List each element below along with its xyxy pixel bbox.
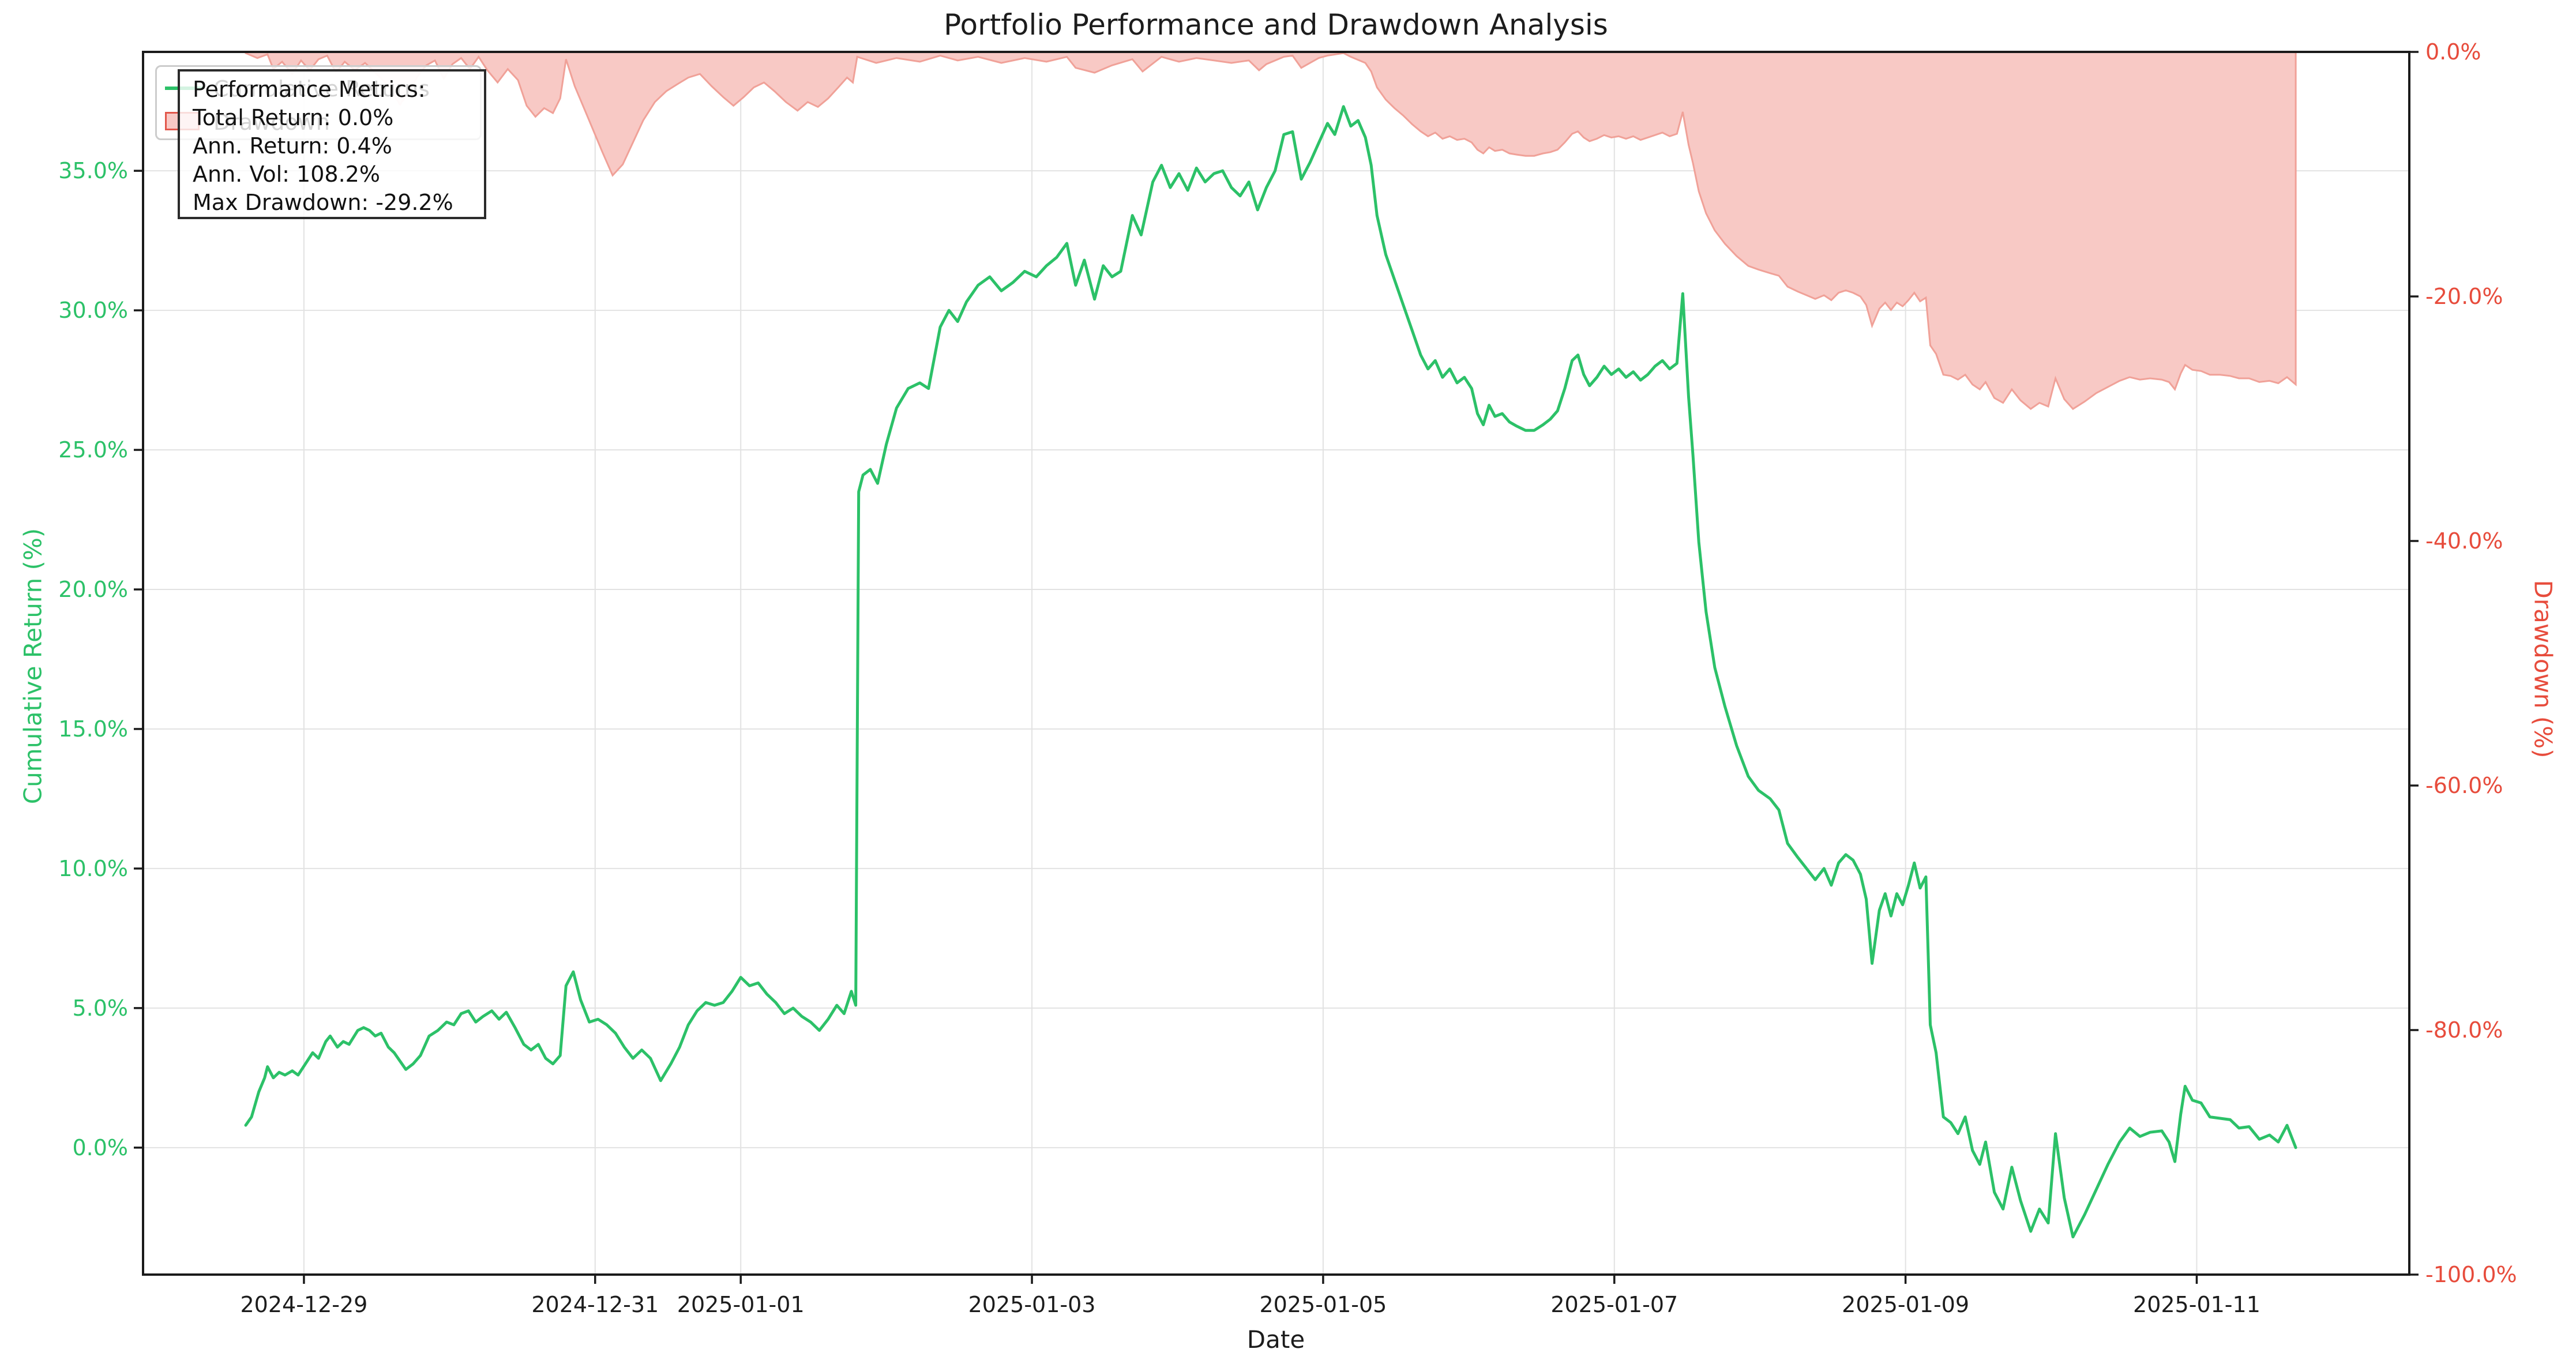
cumulative-returns-line xyxy=(244,105,2297,1239)
y-left-tick-label: 30.0% xyxy=(58,298,128,323)
y-right-tick-label: -80.0% xyxy=(2425,1017,2503,1043)
x-tick-label: 2025-01-03 xyxy=(968,1292,1096,1317)
metrics-line-max-drawdown: Max Drawdown: -29.2% xyxy=(193,190,453,215)
x-tick-label: 2025-01-05 xyxy=(1259,1292,1387,1317)
y-left-tick-label: 10.0% xyxy=(58,856,128,881)
y-right-tick-label: -20.0% xyxy=(2425,284,2503,309)
axes-spines xyxy=(142,51,2410,1276)
y-left-tick-label: 15.0% xyxy=(58,716,128,742)
y-left-tick-label: 35.0% xyxy=(58,158,128,183)
x-tick-label: 2024-12-31 xyxy=(531,1292,659,1317)
y-left-axis-label: Cumulative Return (%) xyxy=(18,528,47,805)
x-tick-label: 2025-01-09 xyxy=(1842,1292,1969,1317)
y-right-tick-label: -60.0% xyxy=(2425,773,2503,798)
y-right-tick-label: 0.0% xyxy=(2425,39,2481,65)
metrics-line-title: Performance Metrics: xyxy=(193,77,426,102)
metrics-box: Performance Metrics: Total Return: 0.0% … xyxy=(178,69,486,219)
x-tick-label: 2024-12-29 xyxy=(241,1292,368,1317)
x-tick-label: 2025-01-07 xyxy=(1550,1292,1678,1317)
metrics-line-ann-return: Ann. Return: 0.4% xyxy=(193,133,392,159)
y-right-tick-label: -100.0% xyxy=(2425,1262,2517,1287)
x-tick-label: 2025-01-01 xyxy=(677,1292,805,1317)
y-left-tick-label: 25.0% xyxy=(58,437,128,463)
metrics-line-total-return: Total Return: 0.0% xyxy=(193,105,394,130)
y-left-tick-label: 0.0% xyxy=(72,1135,128,1160)
metrics-line-ann-vol: Ann. Vol: 108.2% xyxy=(193,161,380,187)
drawdown-area xyxy=(245,51,2297,410)
y-right-axis-label: Drawdown (%) xyxy=(2529,580,2558,758)
y-right-tick-label: -40.0% xyxy=(2425,528,2503,554)
y-left-tick-label: 20.0% xyxy=(58,577,128,602)
x-axis-label: Date xyxy=(1246,1325,1305,1354)
x-tick-label: 2025-01-11 xyxy=(2133,1292,2260,1317)
chart-title: Portfolio Performance and Drawdown Analy… xyxy=(944,8,1608,42)
y-left-tick-label: 5.0% xyxy=(72,995,128,1021)
